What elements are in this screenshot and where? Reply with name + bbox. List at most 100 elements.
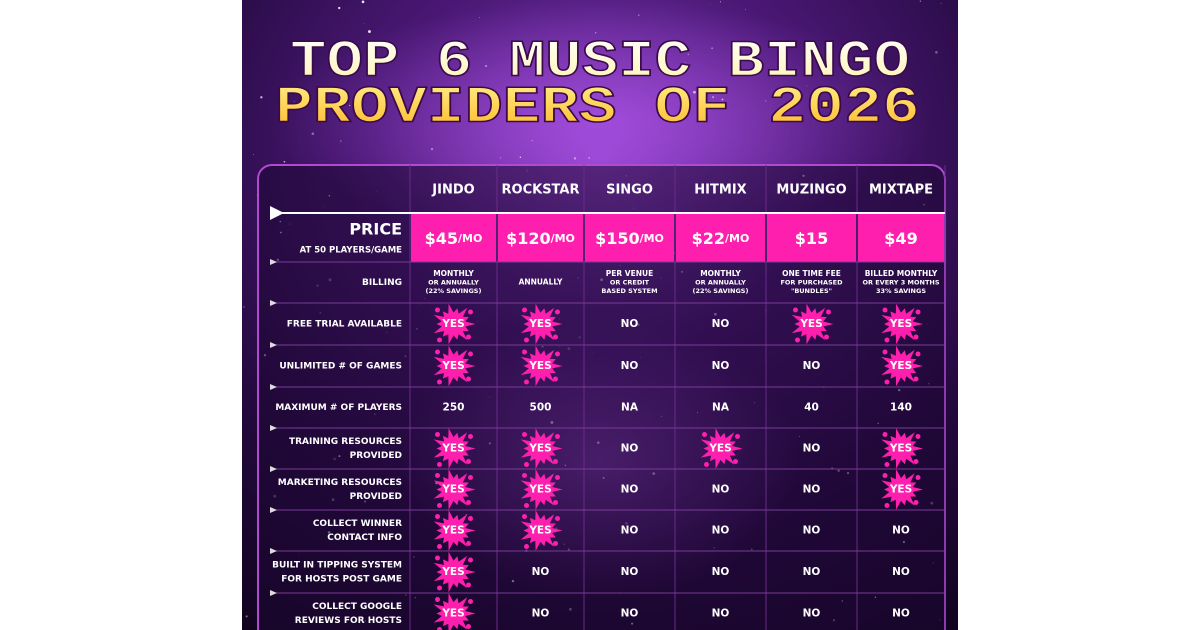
price: $49 <box>884 229 917 248</box>
arrow <box>270 259 277 265</box>
splat <box>881 303 923 345</box>
star <box>709 4 711 6</box>
cell-value: NO <box>621 360 639 372</box>
splat-drop <box>704 462 709 467</box>
splat-drop <box>733 459 738 464</box>
price-amount: $150 <box>595 229 640 248</box>
splat-drop <box>435 597 440 602</box>
splat-drop <box>553 334 558 340</box>
splat-drop <box>437 544 442 549</box>
arrow <box>270 342 277 348</box>
splat-drop <box>468 599 473 604</box>
splat-drop <box>826 309 831 315</box>
price-cell <box>676 214 765 262</box>
splat-drop <box>466 541 471 546</box>
splat <box>881 345 923 387</box>
star <box>338 6 341 10</box>
cell-value: NO <box>892 525 910 537</box>
splat <box>433 551 476 593</box>
row-label: BILLING <box>362 278 402 288</box>
cell-value: 140 <box>890 402 912 414</box>
splat-drop <box>437 379 442 385</box>
cell-value: YES <box>528 360 551 372</box>
splat-drop <box>882 473 888 478</box>
arrow <box>270 384 277 390</box>
star <box>243 306 245 308</box>
star <box>479 16 480 18</box>
billing-text: ONE TIME FEE <box>782 269 841 278</box>
star <box>919 0 922 2</box>
cell-value: YES <box>889 318 912 330</box>
cell-value: NO <box>892 608 910 620</box>
splat <box>700 428 743 469</box>
star <box>519 156 522 158</box>
splat-drop <box>913 459 919 464</box>
splat-drop <box>793 307 798 313</box>
cell-value: 250 <box>443 402 465 414</box>
cell-value: NO <box>621 318 639 330</box>
splat <box>520 469 563 510</box>
splat-drop <box>915 434 921 439</box>
star <box>253 154 255 156</box>
cell-value: NO <box>712 318 730 330</box>
splat-drop <box>435 349 440 355</box>
star <box>687 53 690 56</box>
price-amount: $120 <box>506 229 551 248</box>
arrow <box>270 300 277 306</box>
cell-value: YES <box>441 443 464 455</box>
star <box>638 14 640 16</box>
row-label: PROVIDED <box>350 492 402 502</box>
billing-text: BASED SYSTEM <box>601 287 657 295</box>
row-label: BUILT IN TIPPING SYSTEM <box>272 561 402 571</box>
column-header: HITMIX <box>694 183 746 198</box>
star <box>301 90 303 92</box>
arrow <box>270 507 277 513</box>
star <box>293 101 295 103</box>
row-label: FOR HOSTS POST GAME <box>281 575 402 585</box>
splat-drop <box>882 307 888 313</box>
star <box>484 64 488 68</box>
price-unit: /MO <box>640 232 664 245</box>
billing-text: (22% SAVINGS) <box>426 287 482 295</box>
price-unit: /MO <box>458 232 482 245</box>
splat-drop <box>522 514 527 519</box>
row-label: COLLECT GOOGLE <box>312 602 402 612</box>
star <box>283 160 286 163</box>
star <box>711 47 713 50</box>
star <box>531 139 534 142</box>
splat <box>433 593 476 630</box>
arrow <box>270 206 284 220</box>
splat <box>520 428 563 469</box>
price-cell <box>498 214 583 262</box>
star <box>719 1 721 3</box>
cell-value: YES <box>528 443 551 455</box>
splat-drop <box>466 376 471 382</box>
star <box>595 32 597 34</box>
title-line: PROVIDERS OF 2026 <box>275 79 920 138</box>
splat-drop <box>468 475 473 480</box>
price-unit: /MO <box>551 232 575 245</box>
splat-drop <box>882 432 888 437</box>
splat-drop <box>913 334 919 340</box>
splat-drop <box>915 351 921 357</box>
star <box>555 46 559 50</box>
splat-drop <box>466 582 471 588</box>
star <box>430 147 434 151</box>
splat-drop <box>468 434 473 439</box>
cell-value: YES <box>799 318 822 330</box>
column-header: MUZINGO <box>776 183 846 198</box>
star <box>684 62 686 64</box>
cell-value: NO <box>803 360 821 372</box>
star <box>721 98 724 101</box>
splat-drop <box>915 309 921 315</box>
splat <box>433 428 476 469</box>
cell-value: NO <box>712 484 730 496</box>
splat-drop <box>466 624 471 629</box>
star <box>349 104 351 107</box>
column-header: SINGO <box>606 183 653 198</box>
star <box>339 140 342 142</box>
splat-drop <box>522 349 527 355</box>
row-label: PROVIDED <box>350 451 402 461</box>
star <box>363 23 365 24</box>
